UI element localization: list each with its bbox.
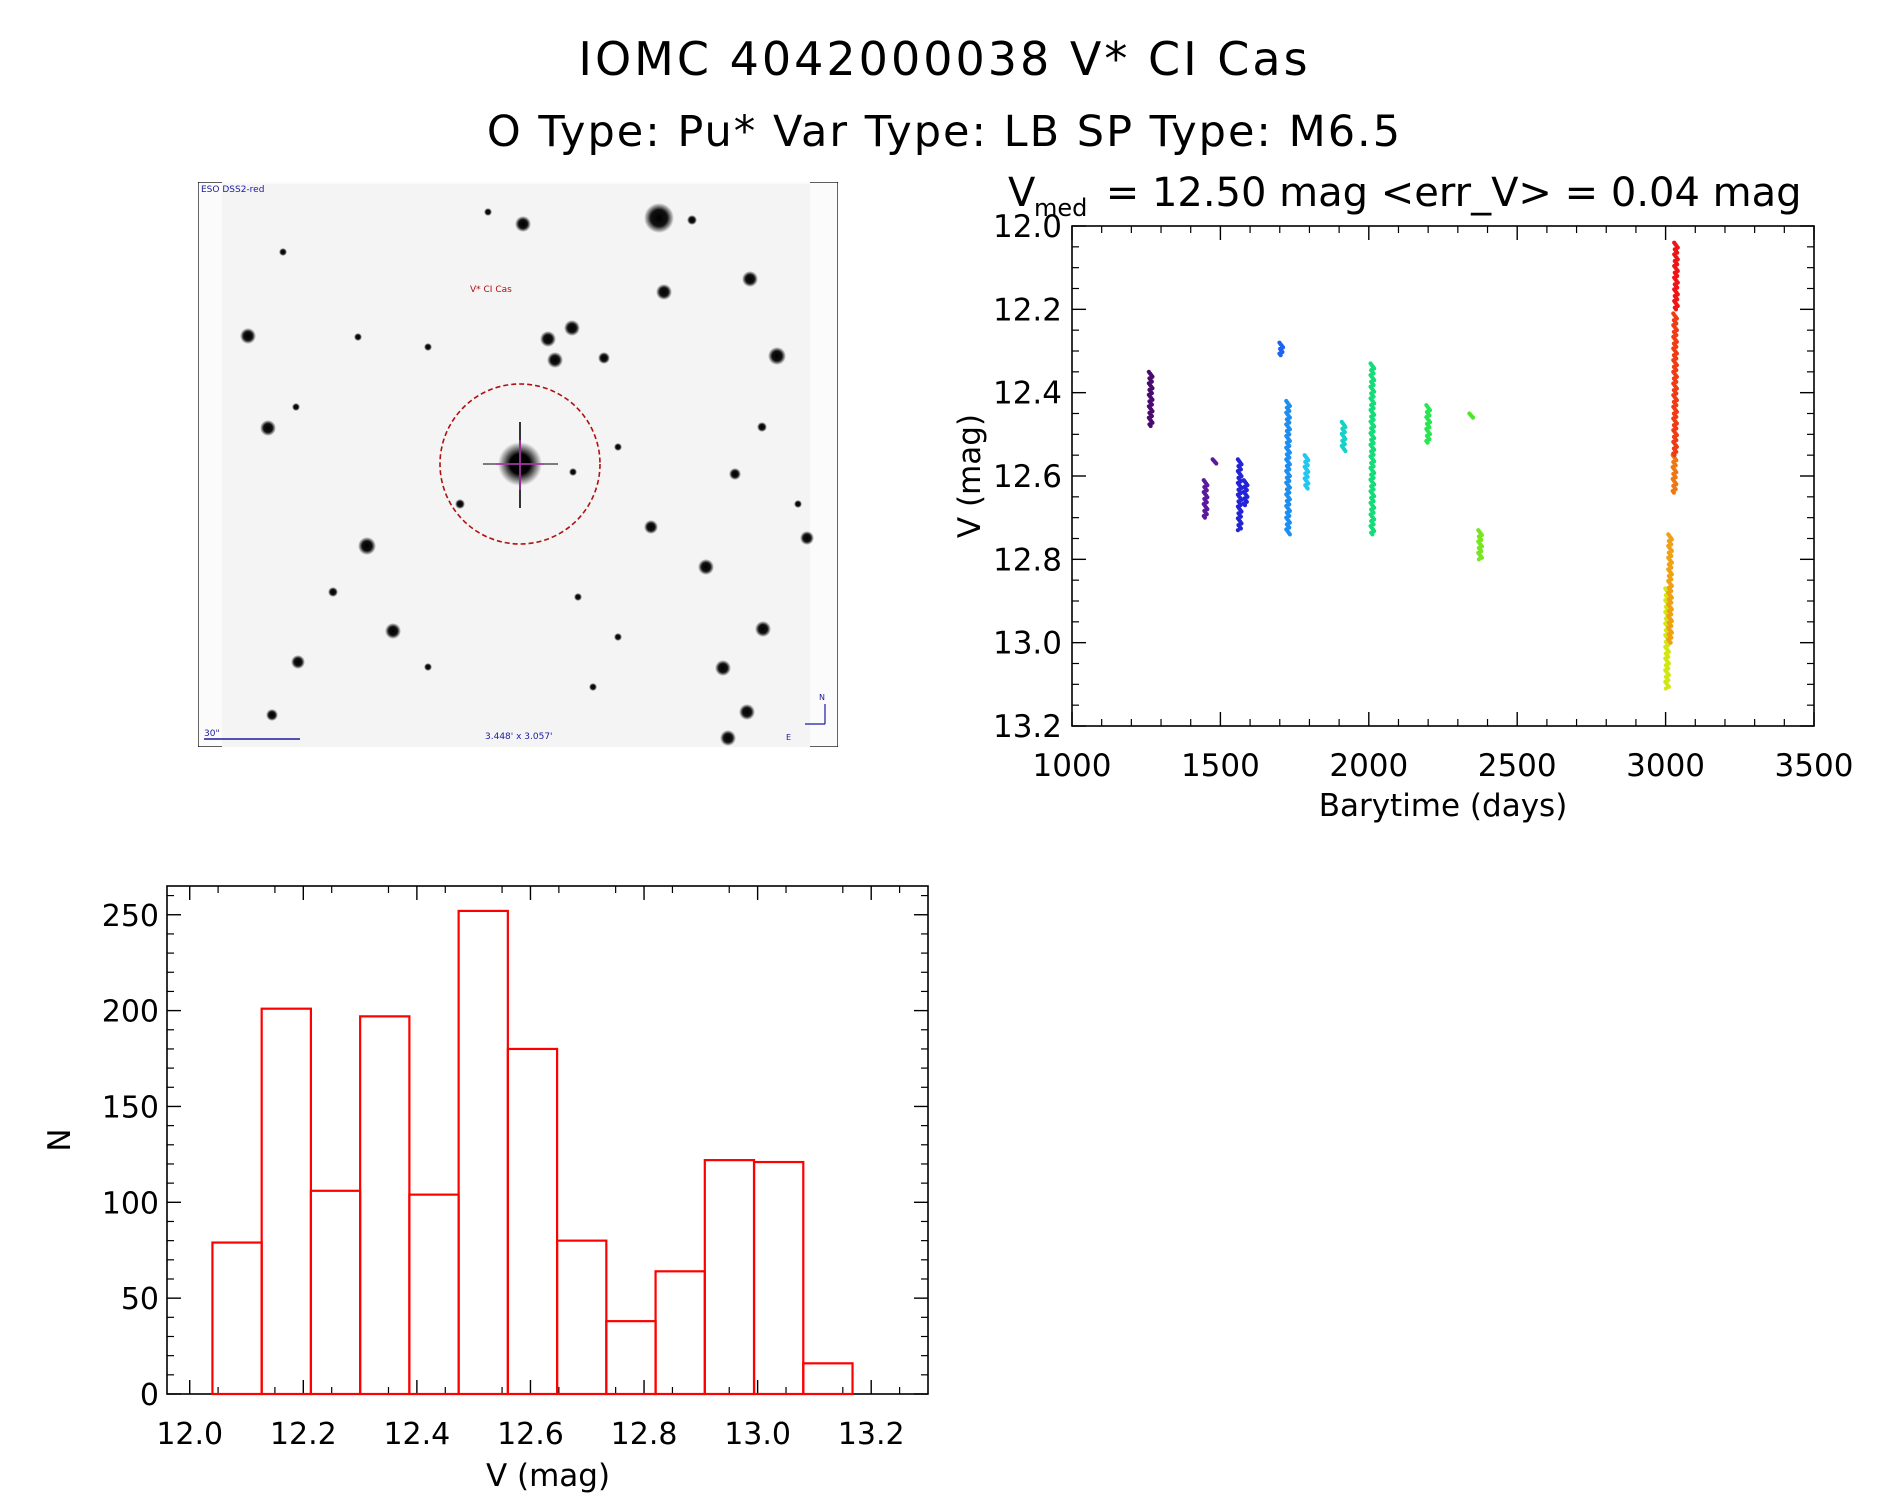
hist-bar xyxy=(654,1270,706,1396)
figure-title: IOMC 4042000038 V* CI Cas xyxy=(578,32,1311,86)
lc-title-subscript: med xyxy=(1034,194,1087,222)
hist-y-tick-label: 100 xyxy=(102,1186,159,1221)
lc-data-point xyxy=(1148,423,1153,429)
light-curve-chart: V med = 12.50 mag <err_V> = 0.04 mag 100… xyxy=(952,170,1854,824)
lc-data-point xyxy=(1370,532,1375,537)
lc-data-point xyxy=(1476,557,1481,562)
lc-x-tick-label: 2000 xyxy=(1329,748,1408,784)
lc-data-point xyxy=(1470,415,1476,420)
lc-x-tick-labels: 1000 1500 2000 2500 3000 3500 xyxy=(1033,748,1854,784)
hist-bar xyxy=(703,1159,756,1396)
lc-title-v: V xyxy=(1008,170,1036,216)
hist-bar xyxy=(457,909,509,1396)
lc-data-point xyxy=(1278,353,1283,358)
lc-data-point xyxy=(1235,528,1240,533)
lc-title-stats: = 12.50 mag <err_V> = 0.04 mag xyxy=(1093,170,1802,216)
lc-data-point xyxy=(1672,453,1677,458)
hist-bar xyxy=(309,1189,362,1396)
lc-x-tick-label: 1000 xyxy=(1033,748,1112,784)
lc-data-point xyxy=(1305,486,1310,491)
fov-label: 3.448' x 3.057' xyxy=(485,732,553,742)
scale-label: 30" xyxy=(204,729,220,739)
lc-data-point xyxy=(1668,640,1673,645)
hist-x-tick-labels: 12.0 12.2 12.4 12.6 12.8 13.0 13.2 xyxy=(156,1417,904,1452)
lc-ticks xyxy=(1071,225,1815,727)
hist-bar xyxy=(359,1015,411,1396)
lc-y-tick-label: 12.6 xyxy=(993,459,1062,495)
hist-bar xyxy=(260,1007,313,1396)
lc-data-point xyxy=(1663,686,1668,691)
lc-data-point xyxy=(1214,461,1219,466)
hist-y-axis-label: N xyxy=(42,1128,78,1151)
lc-y-tick-label: 12.0 xyxy=(993,209,1062,245)
hist-bar xyxy=(408,1193,460,1396)
lc-y-tick-label: 13.2 xyxy=(993,709,1062,745)
hist-x-tick-label: 12.0 xyxy=(156,1417,223,1452)
hist-plot-frame xyxy=(166,885,929,1395)
hist-x-axis-label: V (mag) xyxy=(486,1458,610,1494)
lc-y-axis-label: V (mag) xyxy=(952,414,988,538)
hist-y-tick-label: 150 xyxy=(102,1090,159,1125)
hist-ticks xyxy=(167,886,928,1395)
lc-x-tick-label: 1500 xyxy=(1181,748,1260,784)
lc-data-point xyxy=(1673,307,1679,312)
lc-y-tick-label: 12.8 xyxy=(993,542,1062,578)
figure-subtitle: O Type: Pu* Var Type: LB SP Type: M6.5 xyxy=(486,107,1403,157)
lc-data-point xyxy=(1202,515,1208,520)
hist-bar xyxy=(555,1239,608,1396)
lc-x-tick-label: 3000 xyxy=(1626,748,1705,784)
lc-y-tick-labels: 12.0 12.2 12.4 12.6 12.8 13.0 13.2 xyxy=(993,209,1062,745)
sky-image xyxy=(198,182,838,747)
hist-bar xyxy=(211,1241,263,1396)
hist-x-tick-label: 12.2 xyxy=(270,1417,337,1452)
finder-image: ESO DSS2-red V* CI Cas 30" 3.448' x 3.05… xyxy=(198,182,838,747)
target-label: V* CI Cas xyxy=(470,285,512,295)
hist-y-tick-label: 50 xyxy=(121,1282,159,1317)
hist-y-tick-labels: 0 50 100 150 200 250 xyxy=(102,899,159,1413)
lc-data-point xyxy=(1343,448,1348,454)
hist-bar xyxy=(752,1160,805,1396)
hist-x-tick-label: 12.6 xyxy=(497,1417,564,1452)
hist-x-tick-label: 12.4 xyxy=(383,1417,450,1452)
lc-x-tick-label: 2500 xyxy=(1478,748,1557,784)
hist-bar xyxy=(802,1362,854,1396)
hist-bar xyxy=(605,1320,657,1396)
lc-x-tick-label: 3500 xyxy=(1775,748,1854,784)
lc-data-point xyxy=(1242,503,1248,508)
lc-y-tick-label: 13.0 xyxy=(993,626,1062,662)
hist-bar xyxy=(506,1047,559,1396)
north-label: N xyxy=(819,693,825,702)
lc-y-tick-label: 12.2 xyxy=(993,292,1062,328)
hist-x-tick-label: 13.2 xyxy=(838,1417,905,1452)
finder-labels: ESO DSS2-red V* CI Cas 30" 3.448' x 3.05… xyxy=(201,185,825,742)
lc-data-point xyxy=(1287,532,1292,537)
hist-y-tick-label: 250 xyxy=(102,899,159,934)
hist-bars xyxy=(211,909,854,1396)
lc-data-point xyxy=(1671,490,1677,495)
hist-y-tick-label: 200 xyxy=(102,995,159,1030)
hist-y-tick-label: 0 xyxy=(140,1378,159,1413)
lc-x-axis-label: Barytime (days) xyxy=(1319,788,1568,824)
lc-data-point xyxy=(1425,440,1430,445)
lc-y-tick-label: 12.4 xyxy=(993,376,1062,412)
hist-x-tick-label: 12.8 xyxy=(611,1417,678,1452)
east-label: E xyxy=(786,733,791,742)
hist-x-tick-label: 13.0 xyxy=(724,1417,791,1452)
lc-points xyxy=(1146,240,1680,691)
survey-label: ESO DSS2-red xyxy=(201,185,264,195)
